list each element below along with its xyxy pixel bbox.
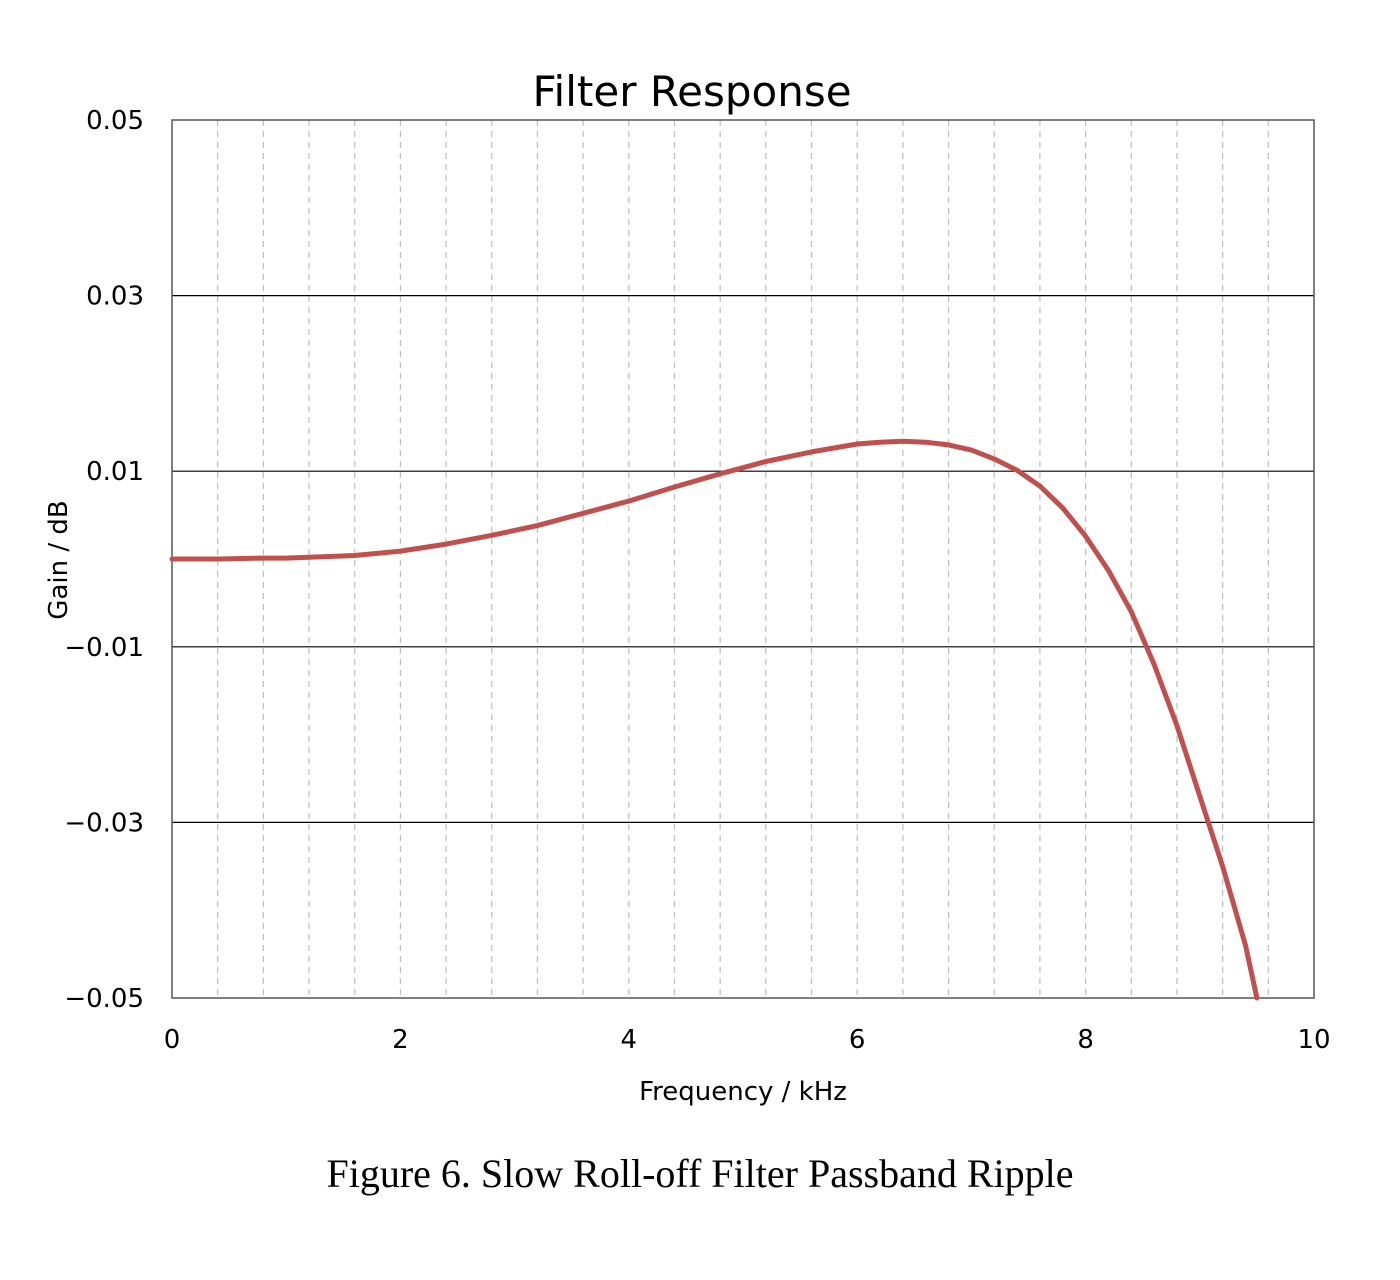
filter-response-chart: Filter Response 0 2 4 6 8 10 0.05 0.03 0.01 −0.0… xyxy=(44,67,1331,1107)
x-tick-labels: 0 2 4 6 8 10 xyxy=(164,1025,1331,1055)
gain-curve xyxy=(169,438,1260,1001)
x-tick-label: 0 xyxy=(164,1025,181,1055)
horizontal-grid xyxy=(172,295,1314,824)
x-tick-label: 4 xyxy=(621,1025,638,1055)
x-axis-label: Frequency / kHz xyxy=(639,1077,847,1107)
y-tick-labels: 0.05 0.03 0.01 −0.01 −0.03 −0.05 xyxy=(64,106,144,1014)
y-tick-label: 0.01 xyxy=(86,457,144,487)
y-tick-label: −0.03 xyxy=(64,808,144,838)
chart-title: Filter Response xyxy=(532,67,851,116)
x-tick-label: 6 xyxy=(849,1025,866,1055)
y-axis-label: Gain / dB xyxy=(44,500,74,619)
vertical-grid xyxy=(217,120,1269,998)
y-tick-label: −0.05 xyxy=(64,984,144,1014)
y-tick-label: 0.05 xyxy=(86,106,144,136)
x-tick-label: 8 xyxy=(1077,1025,1094,1055)
x-tick-label: 10 xyxy=(1297,1025,1330,1055)
y-tick-label: −0.01 xyxy=(64,633,144,663)
y-tick-label: 0.03 xyxy=(86,282,144,312)
x-tick-label: 2 xyxy=(392,1025,409,1055)
plot-frame xyxy=(171,119,1315,999)
figure-caption: Figure 6. Slow Roll-off Filter Passband … xyxy=(326,1151,1074,1196)
